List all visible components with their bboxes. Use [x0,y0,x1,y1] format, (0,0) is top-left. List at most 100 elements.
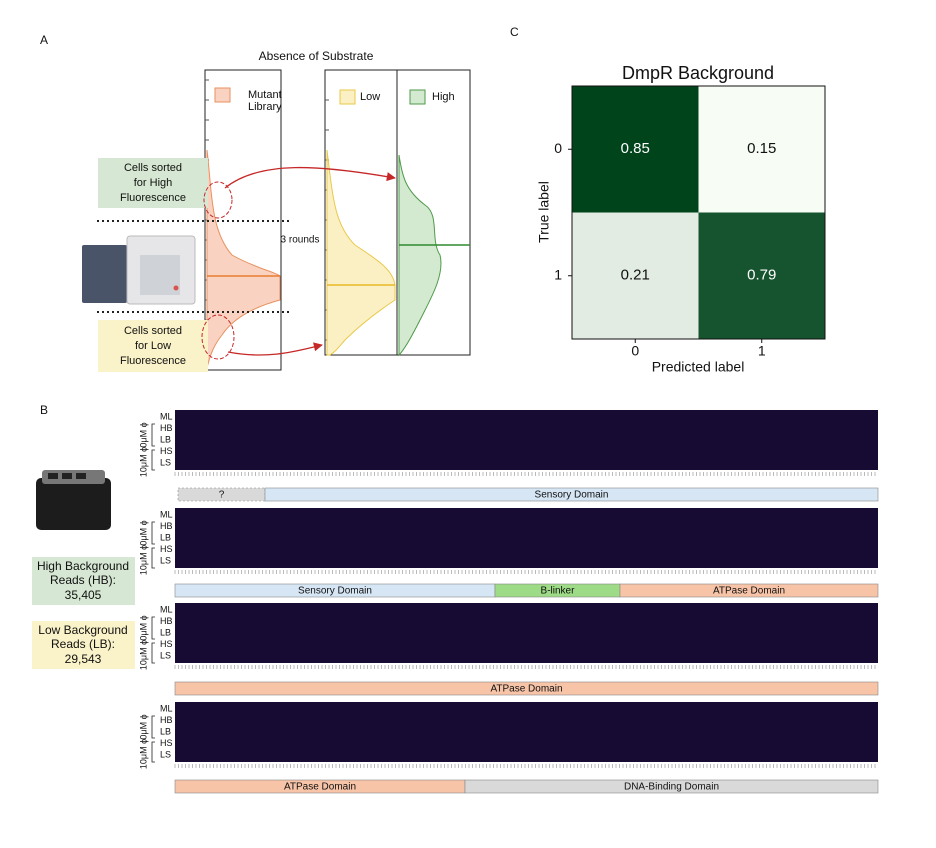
gate-ellipse [203,181,233,219]
domain-label: ATPase Domain [713,586,785,597]
box-text: 35,405 [65,588,102,602]
confusion-matrix: 0.85 0.15 0.21 0.79 0 1 0 1 [554,85,826,359]
box-text: for Low [135,340,171,352]
box-text: Fluorescence [120,192,186,204]
y-tick-label: 1 [554,266,562,282]
legend-text: Mutant [248,89,282,101]
panel-label: C [510,25,519,39]
sorted-high-box [98,158,208,208]
condition-label: 0μM ϕ [138,714,148,739]
matrix-frame [571,85,826,340]
row-label: HS [160,738,173,748]
row-label: HB [160,715,173,725]
matrix-cell [698,212,825,339]
y-tick-label: 0 [554,140,562,156]
row-label: LB [160,726,171,736]
row-label: LS [160,457,171,467]
cell-label: 0.21 [621,267,650,284]
histogram-high [398,154,442,357]
row-label: HS [160,544,173,554]
row-label: LS [160,555,171,565]
domain-label: Sensory Domain [535,490,609,501]
domain-label: ? [219,490,225,501]
condition-label: 10μM ϕ [138,640,148,670]
domain-bar [174,681,879,696]
box-text: Cells sorted [124,325,182,337]
row-label: LB [160,532,171,542]
domain-label: ATPase Domain [284,782,356,793]
box-text: for High [134,177,173,189]
cell-label: 0.15 [747,140,776,157]
sorter-instrument [82,235,196,305]
bracket [151,521,155,569]
legend-swatch [409,89,426,105]
bracket [151,423,155,471]
box-text: 29,543 [65,652,102,666]
cell-label: 0.79 [747,267,776,284]
bracket [151,616,155,664]
domain-label: B-linker [541,586,576,597]
cell-label: 0.85 [621,140,650,157]
heatmap [175,508,878,568]
row-label: HS [160,639,173,649]
row-label: LS [160,650,171,660]
y-axis-label: True label [536,181,552,243]
row-label: ML [160,604,173,614]
heatmap [175,410,878,470]
histogram-frame [396,69,471,356]
panel-title: Absence of Substrate [259,49,374,63]
legend-text: Library [248,101,282,113]
matrix-cell [572,86,699,213]
condition-label: 10μM ϕ [138,739,148,769]
panel-label: A [40,33,48,47]
matrix-cell [698,86,825,213]
legend-text: High [432,91,455,103]
condition-label: 10μM ϕ [138,545,148,575]
row-label: ML [160,703,173,713]
condition-label: 0μM ϕ [138,520,148,545]
heatmap [175,702,878,762]
histogram-mutant [206,149,281,369]
bracket [151,715,155,763]
sorted-low-box [98,320,208,372]
row-label: LB [160,627,171,637]
domain-label: Sensory Domain [298,586,372,597]
histogram-low [326,149,396,356]
lb-box [32,621,135,669]
box-text: Cells sorted [124,162,182,174]
arrow [227,342,323,356]
domain-bar [619,583,879,598]
row-label: ML [160,411,173,421]
chart-title: DmpR Background [622,63,774,83]
domain-label: ATPase Domain [490,684,562,695]
legend-text: Low [360,91,380,103]
box-text: Reads (HB): [50,573,116,587]
row-label: HB [160,423,173,433]
row-label: HS [160,446,173,456]
box-text: Low Background [38,623,127,637]
rounds-label: 3 rounds [281,235,320,246]
condition-label: 0μM ϕ [138,422,148,447]
box-text: Reads (LB): [51,637,115,651]
row-label: HB [160,521,173,531]
x-axis-label: Predicted label [652,359,745,375]
box-text: High Background [37,559,129,573]
legend-swatch [214,87,231,103]
x-tick-label: 0 [631,343,639,359]
matrix-cell [572,212,699,339]
legend-swatch [339,89,356,105]
domain-bar [464,779,879,794]
gate-ellipse [201,314,235,360]
panel-label: B [40,403,48,417]
domain-label: DNA-Binding Domain [624,782,719,793]
arrow [224,166,396,189]
condition-label: 10μM ϕ [138,447,148,477]
row-label: ML [160,509,173,519]
domain-bar [264,487,879,502]
hb-box [32,557,135,605]
row-label: LS [160,749,171,759]
row-label: LB [160,434,171,444]
condition-label: 0μM ϕ [138,615,148,640]
